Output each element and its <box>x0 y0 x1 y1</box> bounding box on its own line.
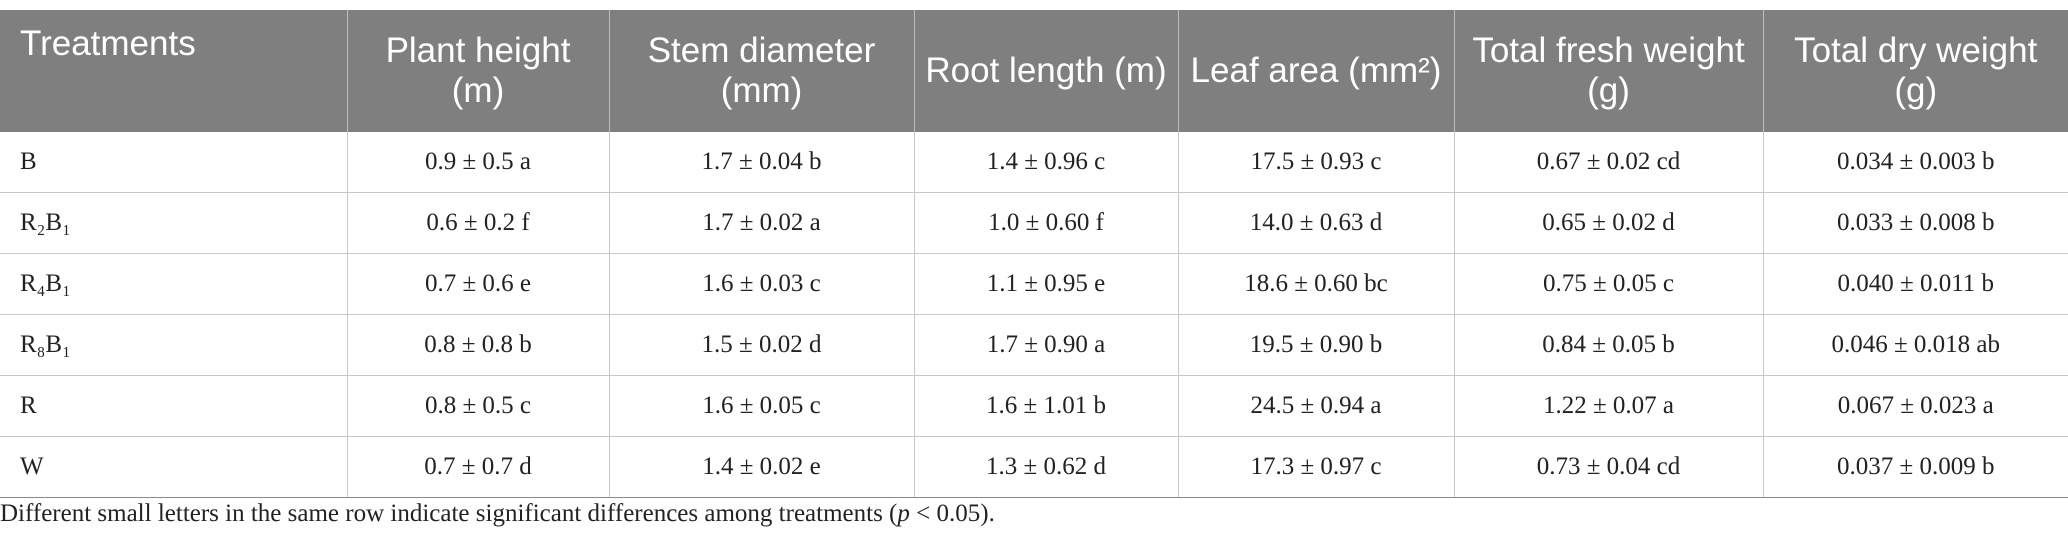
footnote-text: < 0.05). <box>909 500 995 527</box>
cell: 24.5 ± 0.94 a <box>1177 375 1455 437</box>
column-header: Treatments <box>0 10 347 132</box>
cell: 0.8 ± 0.5 c <box>346 375 610 437</box>
row-label: R₂B₁ <box>0 192 348 254</box>
cell: 0.034 ± 0.003 b <box>1762 132 2068 193</box>
cell: 1.5 ± 0.02 d <box>608 314 915 376</box>
cell: 1.3 ± 0.62 d <box>913 436 1179 498</box>
table-row: B 0.9 ± 0.5 a 1.7 ± 0.04 b 1.4 ± 0.96 c 17.5… <box>0 132 2068 193</box>
column-header: Total dry weight (g) <box>1762 10 2068 132</box>
cell: 1.7 ± 0.04 b <box>608 132 915 193</box>
cell: 0.033 ± 0.008 b <box>1762 192 2068 254</box>
cell: 0.73 ± 0.04 cd <box>1453 436 1764 498</box>
cell: 0.6 ± 0.2 f <box>346 192 610 254</box>
footnote-text: p <box>897 500 910 527</box>
cell: 1.0 ± 0.60 f <box>913 192 1179 254</box>
cell: 0.040 ± 0.011 b <box>1762 253 2068 315</box>
column-header: Total fresh weight (g) <box>1453 10 1763 132</box>
footnote: Different small letters in the same row … <box>0 500 995 528</box>
column-header: Plant height (m) <box>346 10 609 132</box>
cell: 0.7 ± 0.6 e <box>346 253 610 315</box>
cell: 0.8 ± 0.8 b <box>346 314 610 376</box>
cell: 0.67 ± 0.02 cd <box>1453 132 1764 193</box>
cell: 1.6 ± 1.01 b <box>913 375 1179 437</box>
row-label: R₈B₁ <box>0 314 348 376</box>
cell: 1.6 ± 0.05 c <box>608 375 915 437</box>
cell: 0.65 ± 0.02 d <box>1453 192 1764 254</box>
cell: 0.067 ± 0.023 a <box>1762 375 2068 437</box>
cell: 0.84 ± 0.05 b <box>1453 314 1764 376</box>
cell: 0.7 ± 0.7 d <box>346 436 610 498</box>
column-header: Stem diameter (mm) <box>608 10 914 132</box>
cell: 1.7 ± 0.90 a <box>913 314 1179 376</box>
cell: 18.6 ± 0.60 bc <box>1177 253 1455 315</box>
cell: 1.4 ± 0.02 e <box>608 436 915 498</box>
row-label: W <box>0 436 348 498</box>
cell: 1.1 ± 0.95 e <box>913 253 1179 315</box>
cell: 0.037 ± 0.009 b <box>1762 436 2068 498</box>
row-label: R₄B₁ <box>0 253 348 315</box>
data-table: Treatments Plant height (m) Stem diameter … <box>0 10 2068 498</box>
table-row: R 0.8 ± 0.5 c 1.6 ± 0.05 c 1.6 ± 1.01 b 24.5… <box>0 375 2068 437</box>
row-label: R <box>0 375 348 437</box>
footnote-text: Different small letters in the same row … <box>0 500 898 527</box>
header-row: Treatments Plant height (m) Stem diameter … <box>0 10 2068 132</box>
cell: 17.5 ± 0.93 c <box>1177 132 1455 193</box>
cell: 0.9 ± 0.5 a <box>346 132 610 193</box>
cell: 1.22 ± 0.07 a <box>1453 375 1764 437</box>
cell: 1.6 ± 0.03 c <box>608 253 915 315</box>
cell: 1.4 ± 0.96 c <box>913 132 1179 193</box>
cell: 14.0 ± 0.63 d <box>1177 192 1455 254</box>
column-header: Root length (m) <box>913 10 1178 132</box>
table-row: W 0.7 ± 0.7 d 1.4 ± 0.02 e 1.3 ± 0.62 d 17.3… <box>0 436 2068 498</box>
table-body: B 0.9 ± 0.5 a 1.7 ± 0.04 b 1.4 ± 0.96 c 17.5… <box>0 132 2068 498</box>
cell: 1.7 ± 0.02 a <box>608 192 915 254</box>
row-label: B <box>0 132 348 193</box>
cell: 19.5 ± 0.90 b <box>1177 314 1455 376</box>
cell: 0.046 ± 0.018 ab <box>1762 314 2068 376</box>
column-header: Leaf area (mm²) <box>1177 10 1454 132</box>
cell: 0.75 ± 0.05 c <box>1453 253 1764 315</box>
cell: 17.3 ± 0.97 c <box>1177 436 1455 498</box>
